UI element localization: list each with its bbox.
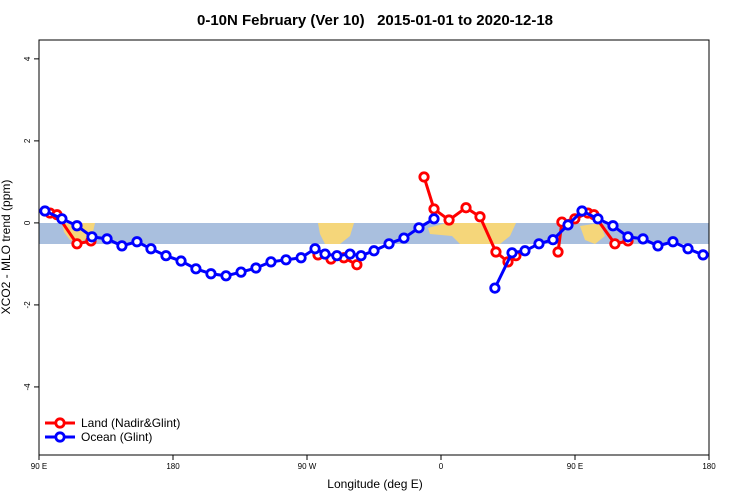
- data-point: [145, 243, 157, 255]
- y-tick-label: 2: [23, 138, 32, 143]
- x-axis-label: Longitude (deg E): [327, 477, 422, 491]
- data-point: [490, 246, 502, 258]
- legend-marker: [54, 431, 66, 443]
- x-tick-label: 90 W: [298, 462, 317, 471]
- data-point: [562, 219, 574, 231]
- x-tick-label: 180: [702, 462, 716, 471]
- x-tick-label: 90 E: [31, 462, 47, 471]
- data-point: [533, 238, 545, 250]
- data-point: [235, 266, 247, 278]
- data-point: [344, 248, 356, 260]
- data-point: [552, 246, 564, 258]
- x-tick-label: 180: [166, 462, 180, 471]
- data-point: [383, 238, 395, 250]
- data-point: [506, 247, 518, 259]
- legend-label: Land (Nadir&Glint): [81, 416, 180, 430]
- data-point: [319, 248, 331, 260]
- data-point: [131, 236, 143, 248]
- data-point: [368, 245, 380, 257]
- data-point: [280, 254, 292, 266]
- data-point: [190, 263, 202, 275]
- data-point: [56, 213, 68, 225]
- y-tick-label: -2: [23, 301, 32, 309]
- legend-marker: [54, 417, 66, 429]
- data-point: [413, 222, 425, 234]
- plot-frame: [38, 39, 710, 456]
- data-point: [86, 231, 98, 243]
- data-point: [443, 214, 455, 226]
- y-tick-label: -4: [23, 383, 32, 391]
- data-point: [250, 262, 262, 274]
- x-tick-label: 0: [439, 462, 444, 471]
- data-point: [547, 234, 559, 246]
- legend-label: Ocean (Glint): [81, 430, 152, 444]
- x-tick-label: 90 E: [567, 462, 583, 471]
- data-point: [355, 250, 367, 262]
- data-point: [71, 238, 83, 250]
- data-point: [622, 231, 634, 243]
- data-point: [576, 205, 588, 217]
- y-axis-label: XCO2 - MLO trend (ppm): [0, 180, 13, 315]
- chart-title: 0-10N February (Ver 10) 2015-01-01 to 20…: [197, 12, 553, 29]
- series-line: [44, 209, 435, 278]
- data-point: [607, 220, 619, 232]
- data-point: [519, 245, 531, 257]
- data-point: [667, 236, 679, 248]
- data-point: [652, 240, 664, 252]
- data-point: [460, 202, 472, 214]
- data-point: [428, 213, 440, 225]
- data-point: [309, 243, 321, 255]
- map-strip: [39, 223, 709, 244]
- data-point: [39, 205, 51, 217]
- data-point: [160, 250, 172, 262]
- data-point: [265, 256, 277, 268]
- data-point: [71, 220, 83, 232]
- data-point: [351, 259, 363, 271]
- data-point: [682, 243, 694, 255]
- data-point: [398, 232, 410, 244]
- data-point: [101, 233, 113, 245]
- data-point: [637, 233, 649, 245]
- data-point: [697, 249, 709, 261]
- data-point: [428, 203, 440, 215]
- data-point: [418, 171, 430, 183]
- y-tick-label: 4: [23, 56, 32, 61]
- data-point: [175, 255, 187, 267]
- data-point: [295, 252, 307, 264]
- data-point: [592, 213, 604, 225]
- data-point: [609, 238, 621, 250]
- data-point: [220, 270, 232, 282]
- data-point: [116, 240, 128, 252]
- data-point: [205, 268, 217, 280]
- y-tick-label: 0: [23, 220, 32, 225]
- data-point: [331, 250, 343, 262]
- data-point: [489, 282, 501, 294]
- data-point: [474, 211, 486, 223]
